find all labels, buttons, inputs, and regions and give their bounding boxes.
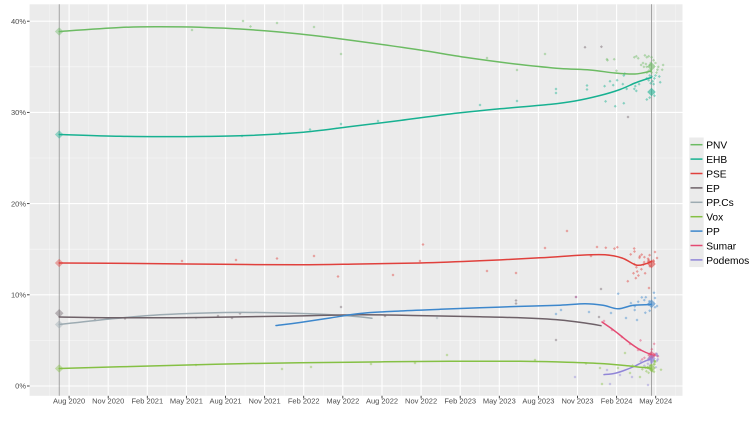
svg-text:20%: 20% <box>11 199 26 208</box>
svg-text:Feb 2024: Feb 2024 <box>601 397 633 406</box>
svg-text:May 2021: May 2021 <box>170 397 203 406</box>
svg-text:PP: PP <box>706 227 720 238</box>
svg-text:Aug 2022: Aug 2022 <box>366 397 398 406</box>
svg-text:Nov 2023: Nov 2023 <box>561 397 593 406</box>
svg-text:Sumar: Sumar <box>706 241 737 252</box>
svg-text:May 2022: May 2022 <box>326 397 359 406</box>
svg-text:EP: EP <box>706 184 720 195</box>
svg-text:PNV: PNV <box>706 141 727 152</box>
svg-text:EHB: EHB <box>706 155 727 166</box>
svg-text:Podemos: Podemos <box>706 256 749 267</box>
svg-text:Nov 2021: Nov 2021 <box>249 397 281 406</box>
svg-text:May 2024: May 2024 <box>639 397 672 406</box>
svg-text:10%: 10% <box>11 291 26 300</box>
svg-text:Nov 2020: Nov 2020 <box>92 397 124 406</box>
svg-text:Feb 2023: Feb 2023 <box>444 397 476 406</box>
svg-text:Feb 2022: Feb 2022 <box>288 397 320 406</box>
svg-text:40%: 40% <box>11 17 26 26</box>
svg-text:Aug 2020: Aug 2020 <box>53 397 85 406</box>
svg-text:Aug 2021: Aug 2021 <box>209 397 241 406</box>
svg-text:Nov 2022: Nov 2022 <box>405 397 437 406</box>
svg-text:PSE: PSE <box>706 169 727 180</box>
svg-text:0%: 0% <box>15 382 26 391</box>
svg-text:Feb 2021: Feb 2021 <box>131 397 163 406</box>
svg-text:May 2023: May 2023 <box>483 397 516 406</box>
svg-text:30%: 30% <box>11 108 26 117</box>
svg-text:Vox: Vox <box>706 213 723 224</box>
svg-text:PP.Cs: PP.Cs <box>706 198 734 209</box>
svg-text:Aug 2023: Aug 2023 <box>522 397 554 406</box>
